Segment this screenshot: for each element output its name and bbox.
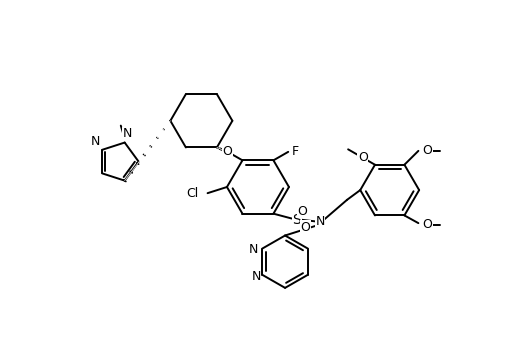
Text: O: O [222,145,232,158]
Text: S: S [292,213,301,227]
Text: O: O [297,205,307,218]
Text: Cl: Cl [186,187,198,200]
Text: O: O [300,221,310,234]
Text: O: O [422,144,432,157]
Text: N: N [315,215,325,228]
Text: O: O [422,218,432,231]
Text: N: N [91,134,100,147]
Text: F: F [292,145,299,158]
Text: N: N [251,270,261,283]
Text: N: N [123,127,132,140]
Text: O: O [358,151,368,164]
Text: N: N [249,243,258,256]
